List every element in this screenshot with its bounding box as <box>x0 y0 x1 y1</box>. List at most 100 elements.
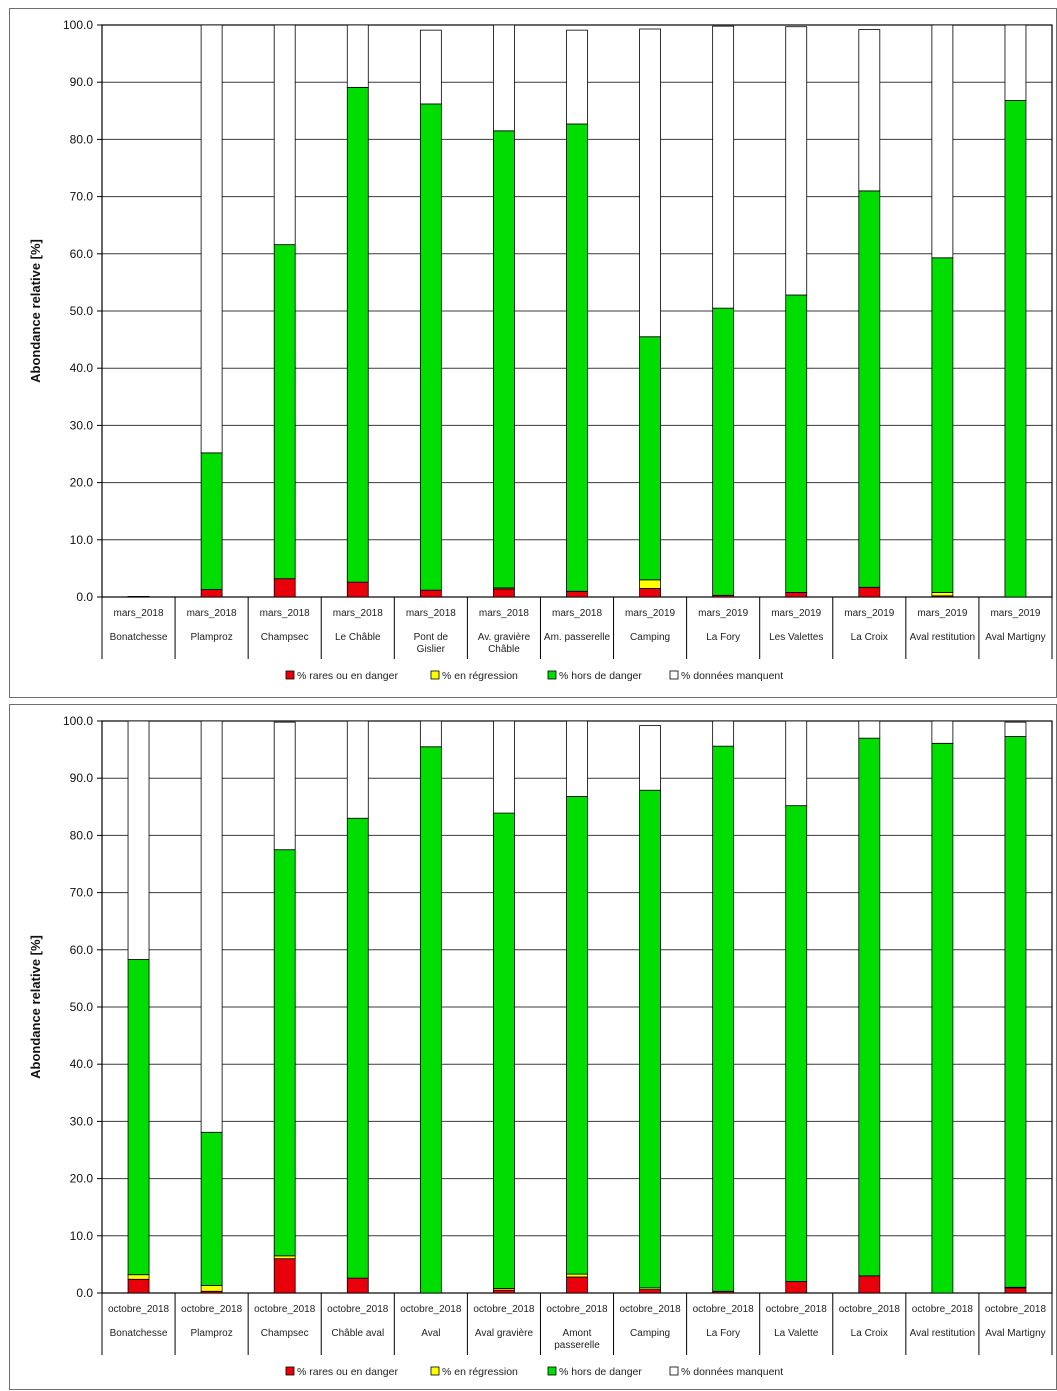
bar-hors <box>419 746 442 1294</box>
category-site-label: Pont de <box>414 632 449 643</box>
bar-manquent <box>712 720 735 747</box>
bar-rare <box>493 1289 515 1294</box>
category-site-label: Aval Martigny <box>985 1328 1045 1339</box>
category-site-label: Aval restitution <box>910 1328 975 1339</box>
bar-rare <box>858 1275 881 1294</box>
legend-item-en-regression: % en régression <box>430 670 518 682</box>
bar-manquent <box>273 24 296 246</box>
bar-rare <box>273 1258 296 1294</box>
category-date-label: mars_2019 <box>625 608 675 619</box>
category-site-label: Bonatchesse <box>110 1328 168 1339</box>
category-date-label: octobre_2018 <box>327 1304 389 1315</box>
y-tick-label: 70.0 <box>70 190 94 204</box>
bar-hors <box>566 796 588 1275</box>
bar-rare <box>200 589 223 598</box>
legend-swatch <box>285 1366 295 1376</box>
bar-manquent <box>639 725 661 791</box>
bar-regression <box>200 1285 223 1292</box>
y-tick-label: 20.0 <box>70 476 94 490</box>
bar-hors <box>346 86 369 583</box>
legend-swatch <box>430 1366 440 1376</box>
bar-manquent <box>127 720 150 960</box>
bar-manquent <box>200 24 223 454</box>
bar-manquent <box>639 28 661 338</box>
bar-manquent <box>1004 24 1027 101</box>
y-tick-label: 30.0 <box>70 1114 94 1128</box>
bar-manquent <box>931 24 954 259</box>
bar-hors <box>785 805 808 1282</box>
category-site-label: La Fory <box>706 632 740 643</box>
bar-rare <box>346 581 369 598</box>
category-site-label: Aval <box>421 1328 440 1339</box>
y-tick-label: 40.0 <box>70 361 94 375</box>
legend-label: % hors de danger <box>559 1366 642 1378</box>
y-tick-label: 50.0 <box>70 1000 94 1014</box>
category-date-label: octobre_2018 <box>985 1304 1047 1315</box>
category-site-label: Champsec <box>261 1328 309 1339</box>
legend-swatch <box>285 670 295 680</box>
category-site-label: Am. passerelle <box>544 632 611 643</box>
bar-manquent <box>346 24 369 88</box>
category-site-label: La Fory <box>706 1328 740 1339</box>
chart-panel-octobre: Abondance relative [%] 0.0 10.0 20.0 30.0 40.… <box>9 704 1057 1390</box>
bar-rare <box>785 592 808 598</box>
category-date-label: mars_2018 <box>260 608 310 619</box>
category-date-label: mars_2019 <box>917 608 967 619</box>
category-site-label: Amont <box>563 1328 592 1339</box>
category-site-label: Gislier <box>417 644 446 655</box>
bars <box>127 24 1027 598</box>
bar-regression <box>639 579 661 589</box>
bar-rare <box>858 586 881 598</box>
category-date-label: octobre_2018 <box>400 1304 462 1315</box>
y-tick-label: 80.0 <box>70 828 94 842</box>
category-site-label: Châble aval <box>331 1328 384 1339</box>
legend-swatch <box>669 1366 679 1376</box>
y-tick-label: 0.0 <box>76 1286 93 1300</box>
bar-hors <box>931 257 954 593</box>
chart-mars: Abondance relative [%] 0.0 10.0 20.0 30.0 40.… <box>28 18 1053 682</box>
y-axis-label: Abondance relative [%] <box>28 935 43 1079</box>
bar-manquent <box>931 720 954 744</box>
bar-regression <box>931 592 954 597</box>
y-tick-label: 0.0 <box>76 590 93 604</box>
bar-hors <box>1004 736 1027 1288</box>
legend-item-rares-ou-en-danger: % rares ou en danger <box>285 1366 398 1378</box>
bar-hors <box>273 244 296 580</box>
bar-manquent <box>566 720 588 797</box>
bar-hors <box>273 849 296 1257</box>
bar-manquent <box>200 720 223 1133</box>
bar-rare <box>639 588 661 598</box>
legend-swatch <box>547 670 557 680</box>
bar-regression <box>273 1255 296 1260</box>
category-site-label: Aval Martigny <box>985 632 1045 643</box>
bar-manquent <box>785 26 808 296</box>
bar-rare <box>566 590 588 598</box>
category-date-label: octobre_2018 <box>254 1304 316 1315</box>
category-date-label: octobre_2018 <box>619 1304 681 1315</box>
y-tick-label: 60.0 <box>70 247 94 261</box>
category-date-label: octobre_2018 <box>108 1304 170 1315</box>
bar-hors <box>712 307 735 596</box>
bar-rare <box>419 589 442 598</box>
category-date-label: mars_2018 <box>479 608 529 619</box>
bar-hors <box>931 742 954 1294</box>
category-date-label: octobre_2018 <box>693 1304 755 1315</box>
bar-manquent <box>1004 721 1027 737</box>
category-table <box>101 597 1053 659</box>
category-date-label: mars_2019 <box>771 608 821 619</box>
bar-manquent <box>858 720 881 739</box>
bar-rare <box>127 1278 150 1294</box>
legend-swatch <box>669 670 679 680</box>
bar-hors <box>200 452 223 590</box>
legend-label: % données manquent <box>681 1366 783 1378</box>
chart-panel-mars: Abondance relative [%] 0.0 10.0 20.0 30.0 40.… <box>9 8 1057 698</box>
legend-swatch <box>547 1366 557 1376</box>
bar-rare <box>785 1281 808 1294</box>
category-date-label: octobre_2018 <box>181 1304 243 1315</box>
y-tick-label: 100.0 <box>63 18 93 32</box>
legend-label: % rares ou en danger <box>297 1366 398 1378</box>
category-table <box>101 1293 1053 1355</box>
category-date-label: mars_2018 <box>187 608 237 619</box>
bar-manquent <box>712 25 735 309</box>
category-site-label: Camping <box>630 632 670 643</box>
